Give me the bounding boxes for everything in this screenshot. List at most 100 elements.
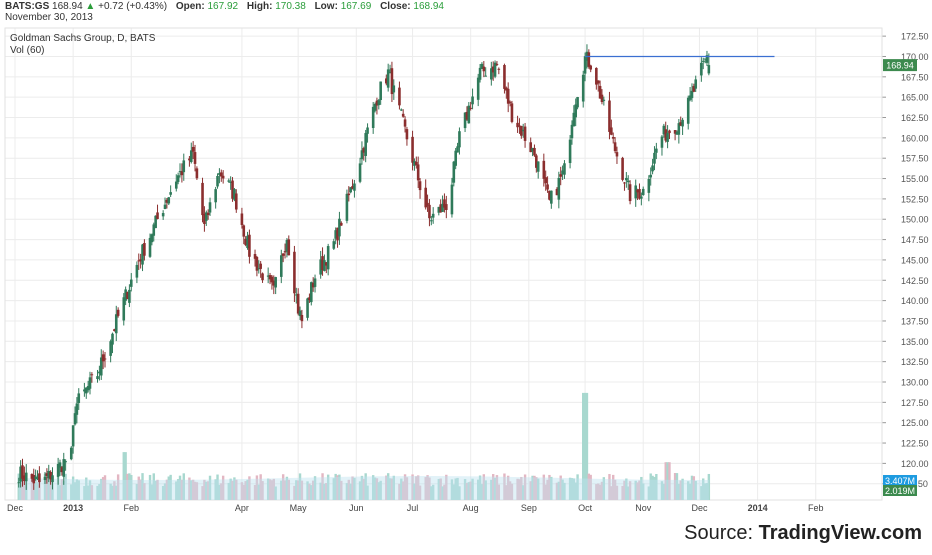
volume-bar	[546, 479, 549, 500]
candle-body	[362, 148, 366, 153]
volume-bar	[62, 480, 65, 500]
candle-body	[203, 213, 206, 224]
volume-bar	[561, 479, 564, 500]
candle-body	[364, 133, 367, 156]
volume-bar	[403, 474, 407, 500]
candle-body	[45, 473, 49, 476]
volume-bar	[642, 483, 645, 500]
volume-bar	[610, 486, 613, 500]
open-label: Open:	[175, 1, 205, 12]
volume-bar	[23, 479, 26, 500]
volume-bar	[111, 485, 114, 500]
candle-body	[636, 189, 639, 193]
low-label: Low:	[314, 1, 338, 12]
candle-body	[24, 472, 28, 482]
volume-bar	[195, 482, 199, 500]
time-tick-label: Dec	[7, 503, 24, 513]
candle-body	[84, 387, 88, 394]
price-tick-label: 125.00	[901, 418, 929, 428]
volume-bar	[308, 483, 311, 500]
volume-bar	[664, 462, 667, 500]
candle-body	[568, 139, 572, 164]
price-tick-label: 135.00	[901, 337, 929, 347]
volume-bar	[178, 475, 182, 500]
price-tick-label: 170.00	[901, 52, 929, 62]
price-tick-label: 150.00	[901, 215, 929, 225]
candle-body	[366, 127, 369, 134]
candle-body	[154, 215, 157, 229]
volume-bar	[386, 473, 390, 500]
volume-bar	[319, 482, 322, 500]
volume-bar	[242, 484, 245, 500]
candle-body	[555, 188, 559, 196]
candle-body	[90, 374, 94, 376]
candle-body	[694, 79, 698, 89]
candle-body	[103, 358, 107, 360]
volume-bar	[77, 480, 80, 500]
volume-bar	[677, 483, 681, 500]
volume-bar	[491, 474, 495, 500]
volume-bar	[21, 476, 24, 500]
volume-bar	[490, 479, 493, 500]
candle-body	[465, 111, 469, 120]
candle-body	[58, 462, 62, 468]
candle-body	[248, 234, 251, 257]
volume-bar	[205, 481, 208, 500]
volume-bar	[259, 474, 262, 500]
candle-body	[351, 186, 354, 189]
volume-bar	[285, 476, 289, 500]
candle-body	[332, 241, 336, 249]
candle-body	[21, 465, 24, 479]
candle-body	[495, 63, 499, 65]
candle-body	[561, 170, 564, 175]
volume-bar	[244, 481, 247, 500]
volume-bar	[653, 476, 656, 500]
candle-body	[666, 132, 669, 142]
candle-body	[122, 297, 126, 321]
volume-bar	[703, 483, 707, 500]
volume-bar	[559, 475, 562, 500]
candle-body	[83, 389, 86, 392]
volume-bar	[83, 486, 86, 500]
candle-body	[613, 142, 617, 152]
volume-bar	[690, 475, 694, 500]
candle-body	[403, 119, 407, 127]
volume-bar	[218, 484, 221, 500]
volume-bar	[340, 480, 343, 500]
candle-body	[285, 240, 289, 252]
volume-bar	[694, 480, 697, 500]
volume-bars	[17, 392, 711, 500]
volume-bar	[130, 474, 133, 500]
candle-body	[679, 122, 683, 126]
volume-bar	[43, 473, 47, 500]
volume-average-tag	[883, 485, 917, 496]
volume-bar	[156, 479, 159, 500]
time-tick-label: Oct	[578, 503, 593, 513]
candle-body	[345, 193, 349, 221]
volume-bar	[443, 484, 446, 500]
candle-body	[677, 123, 681, 135]
price-tick-label: 162.50	[901, 113, 929, 123]
volume-bar	[411, 474, 414, 500]
volume-bar	[375, 478, 379, 500]
volume-bar	[274, 486, 277, 500]
volume-bar	[287, 479, 290, 500]
candle-body	[221, 175, 225, 179]
candle-body	[281, 253, 285, 256]
candle-body	[379, 81, 382, 101]
candle-body	[360, 150, 364, 160]
open-value: 167.92	[207, 1, 239, 12]
candle-body	[638, 188, 641, 199]
volume-bar	[88, 480, 92, 500]
candle-body	[491, 66, 495, 73]
candle-body	[400, 109, 403, 111]
candle-body	[505, 87, 508, 91]
candle-body	[439, 204, 442, 213]
volume-bar	[574, 482, 577, 500]
volume-bar	[615, 485, 619, 500]
volume-bar	[336, 475, 339, 500]
time-tick-label: Sep	[521, 503, 537, 513]
volume-bar	[167, 476, 170, 500]
time-tick-label: Nov	[635, 503, 652, 513]
candle-body	[377, 100, 381, 106]
